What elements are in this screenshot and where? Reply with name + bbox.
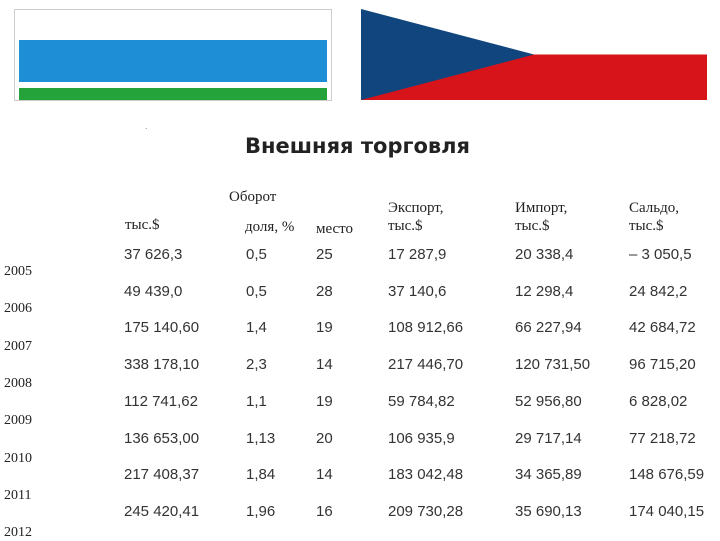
cell-turnover: 245 420,41 — [124, 502, 200, 520]
cell-import: 35 690,13 — [515, 502, 582, 520]
cell-balance: 96 715,20 — [629, 356, 696, 374]
flag-stripe-blue — [19, 40, 327, 82]
cell-share: 1,96 — [246, 502, 276, 520]
cell-export: 183 042,48 — [388, 466, 464, 484]
header-rank: место — [316, 221, 354, 237]
cell-export: 106 935,9 — [388, 429, 455, 447]
cell-balance: 77 218,72 — [629, 429, 696, 447]
cell-rank: 19 — [316, 392, 333, 410]
year-label: 2011 — [4, 487, 32, 503]
cell-export: 37 140,6 — [388, 282, 447, 300]
page-title: Внешняя торговля — [245, 134, 471, 158]
flag-stripe-white-thin — [19, 82, 327, 88]
cell-turnover: 112 741,62 — [124, 392, 198, 410]
year-label: 2010 — [4, 450, 32, 466]
cell-rank: 20 — [316, 429, 333, 447]
cell-turnover: 136 653,00 — [124, 429, 200, 447]
cell-import: 34 365,89 — [515, 466, 582, 484]
cell-balance: 42 684,72 — [629, 319, 696, 337]
cell-import: 120 731,50 — [515, 356, 591, 374]
cell-turnover: 37 626,3 — [124, 246, 183, 263]
cell-share: 1,1 — [246, 392, 267, 410]
cell-balance: – 3 050,5 — [629, 246, 692, 263]
cell-share: 0,5 — [246, 246, 267, 263]
cell-turnover: 49 439,0 — [124, 282, 183, 300]
cell-rank: 14 — [316, 356, 333, 374]
cell-import: 66 227,94 — [515, 319, 582, 337]
header-oborot: Оборот — [229, 189, 277, 205]
slide-marker: . — [145, 121, 148, 131]
cell-export: 108 912,66 — [388, 319, 464, 337]
cell-export: 17 287,9 — [388, 246, 447, 263]
cell-turnover: 338 178,10 — [124, 356, 200, 374]
cell-import: 20 338,4 — [515, 246, 574, 263]
cell-share: 1,4 — [246, 319, 267, 337]
cell-rank: 19 — [316, 319, 333, 337]
cell-import: 29 717,14 — [515, 429, 582, 447]
czech-flag — [361, 9, 707, 100]
header-import: Импорт, тыс.$ — [515, 200, 568, 234]
year-label: 2012 — [4, 525, 32, 541]
cell-export: 217 446,70 — [388, 356, 464, 374]
flag-stripe-green — [19, 88, 327, 100]
year-label: 2008 — [4, 375, 32, 391]
czech-flag-triangle — [361, 9, 534, 100]
sverdlovsk-flag — [14, 9, 332, 101]
flag-stripe-white — [19, 10, 327, 40]
cell-rank: 16 — [316, 502, 333, 520]
cell-balance: 6 828,02 — [629, 392, 688, 410]
cell-rank: 28 — [316, 282, 333, 300]
cell-share: 1,13 — [246, 429, 276, 447]
cell-balance: 174 040,15 — [629, 502, 705, 520]
cell-turnover: 217 408,37 — [124, 466, 200, 484]
cell-rank: 14 — [316, 466, 333, 484]
year-label: 2007 — [4, 338, 32, 354]
cell-turnover: 175 140,60 — [124, 319, 200, 337]
cell-rank: 25 — [316, 246, 333, 263]
cell-import: 52 956,80 — [515, 392, 582, 410]
cell-share: 1,84 — [246, 466, 276, 484]
header-export: Экспорт, тыс.$ — [388, 200, 444, 234]
year-label: 2005 — [4, 264, 32, 279]
cell-balance: 148 676,59 — [629, 466, 705, 484]
cell-export: 59 784,82 — [388, 392, 455, 410]
cell-share: 0,5 — [246, 282, 267, 300]
cell-import: 12 298,4 — [515, 282, 574, 300]
year-label: 2009 — [4, 413, 32, 429]
cell-balance: 24 842,2 — [629, 282, 688, 300]
header-share: доля, % — [245, 219, 295, 235]
header-balance: Сальдо, тыс.$ — [629, 200, 680, 234]
cell-export: 209 730,28 — [388, 502, 464, 520]
year-label: 2006 — [4, 301, 32, 317]
header-thous-usd: тыс.$ — [125, 217, 160, 233]
cell-share: 2,3 — [246, 356, 267, 374]
